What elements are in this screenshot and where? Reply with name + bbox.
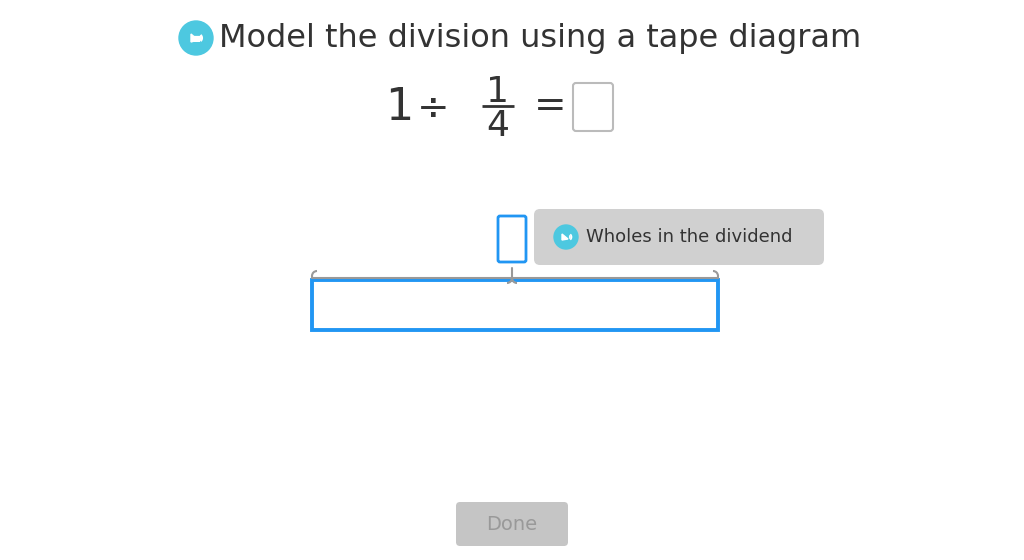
FancyBboxPatch shape xyxy=(312,280,718,330)
Text: 1: 1 xyxy=(486,75,510,109)
Text: =: = xyxy=(534,87,566,125)
Polygon shape xyxy=(562,234,568,240)
FancyBboxPatch shape xyxy=(498,216,526,262)
Text: ■: ■ xyxy=(193,34,200,43)
Polygon shape xyxy=(191,34,198,42)
Text: Done: Done xyxy=(486,515,538,534)
Text: 4: 4 xyxy=(486,109,510,143)
FancyBboxPatch shape xyxy=(573,83,613,131)
Text: 1: 1 xyxy=(385,86,414,129)
Text: Model the division using a tape diagram: Model the division using a tape diagram xyxy=(219,22,861,54)
Text: Wholes in the dividend: Wholes in the dividend xyxy=(586,228,793,246)
Circle shape xyxy=(179,21,213,55)
FancyBboxPatch shape xyxy=(534,209,824,265)
Text: ÷: ÷ xyxy=(417,89,450,127)
FancyBboxPatch shape xyxy=(456,502,568,546)
Circle shape xyxy=(554,225,578,249)
